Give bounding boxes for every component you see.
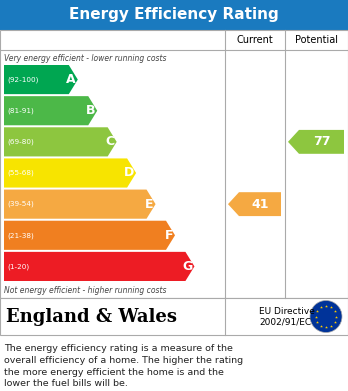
- Bar: [0, 30, 348, 298]
- Text: (1-20): (1-20): [7, 263, 29, 270]
- Text: Not energy efficient - higher running costs: Not energy efficient - higher running co…: [4, 286, 166, 295]
- Text: D: D: [124, 167, 134, 179]
- Text: The energy efficiency rating is a measure of the
overall efficiency of a home. T: The energy efficiency rating is a measur…: [4, 344, 243, 388]
- Polygon shape: [4, 221, 175, 250]
- Text: (92-100): (92-100): [7, 76, 38, 83]
- Bar: [0, 298, 348, 335]
- Polygon shape: [4, 252, 195, 281]
- Text: Potential: Potential: [295, 35, 338, 45]
- Text: (81-91): (81-91): [7, 108, 34, 114]
- Bar: [0, 0, 348, 30]
- Text: Very energy efficient - lower running costs: Very energy efficient - lower running co…: [4, 54, 166, 63]
- Text: G: G: [182, 260, 192, 273]
- Text: (69-80): (69-80): [7, 138, 34, 145]
- Text: E: E: [145, 197, 153, 211]
- Text: 41: 41: [251, 197, 269, 211]
- Text: England & Wales: England & Wales: [6, 307, 177, 325]
- Polygon shape: [288, 130, 344, 154]
- Text: Energy Efficiency Rating: Energy Efficiency Rating: [69, 7, 279, 23]
- Text: Current: Current: [237, 35, 274, 45]
- Polygon shape: [4, 190, 156, 219]
- Text: F: F: [165, 229, 173, 242]
- Circle shape: [310, 301, 342, 332]
- Text: (21-38): (21-38): [7, 232, 34, 239]
- Text: (39-54): (39-54): [7, 201, 34, 207]
- Polygon shape: [228, 192, 281, 216]
- Polygon shape: [4, 96, 97, 125]
- Polygon shape: [4, 65, 78, 94]
- Polygon shape: [4, 158, 136, 188]
- Text: C: C: [105, 135, 115, 148]
- Text: (55-68): (55-68): [7, 170, 34, 176]
- Text: EU Directive
2002/91/EC: EU Directive 2002/91/EC: [260, 307, 315, 326]
- Text: A: A: [66, 73, 76, 86]
- Text: B: B: [86, 104, 95, 117]
- Text: 77: 77: [313, 135, 330, 148]
- Polygon shape: [4, 127, 117, 156]
